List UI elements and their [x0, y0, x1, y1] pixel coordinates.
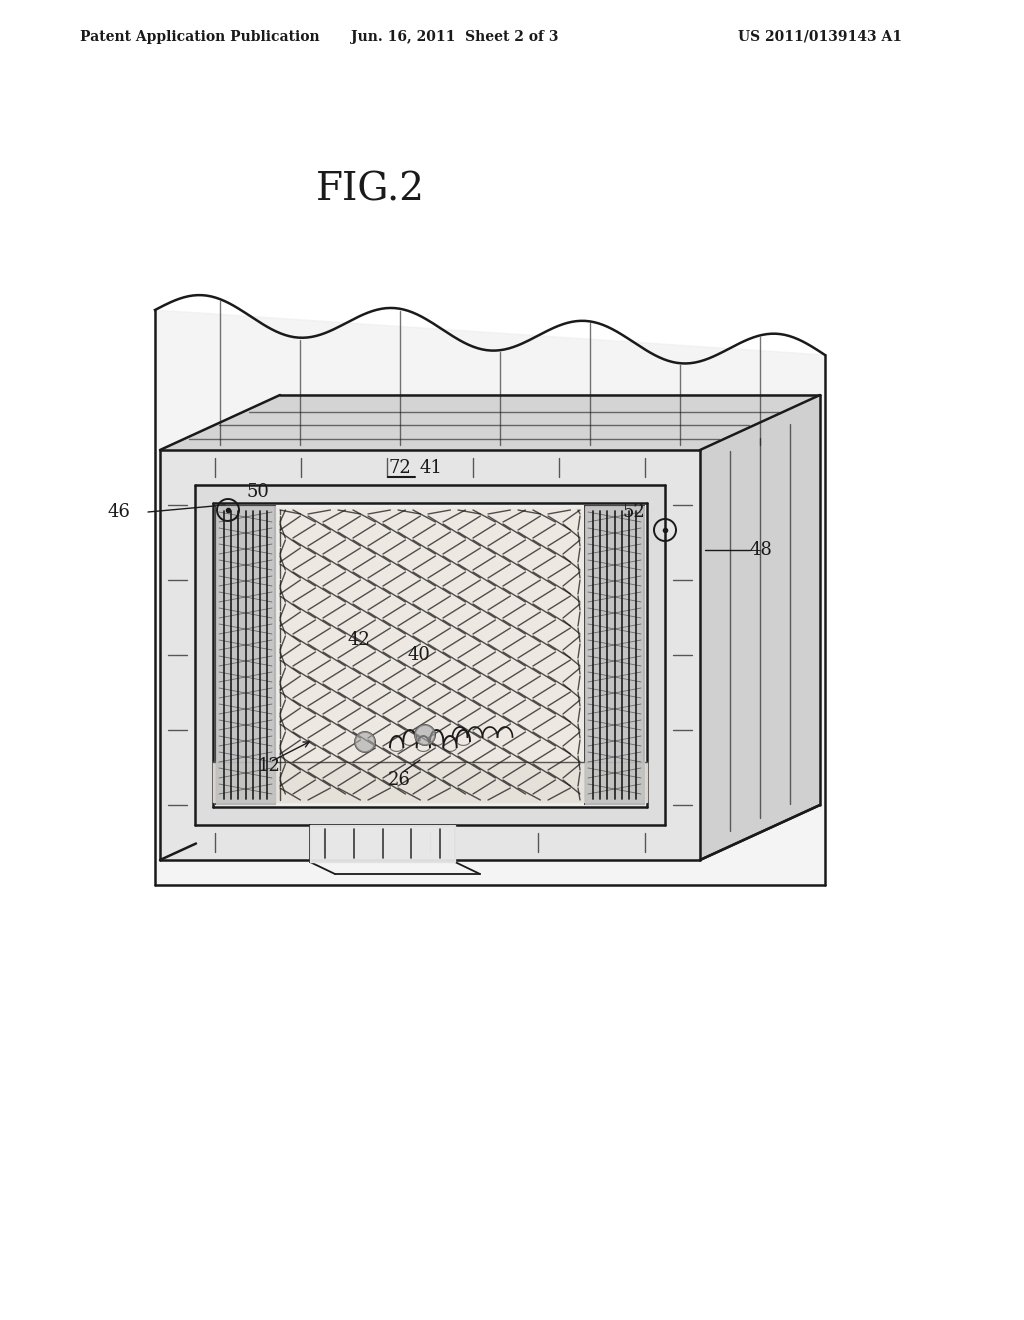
Polygon shape — [310, 825, 455, 862]
Polygon shape — [155, 310, 825, 884]
Text: 72: 72 — [388, 459, 411, 477]
Text: FIG.2: FIG.2 — [315, 172, 425, 209]
Text: 40: 40 — [408, 645, 431, 664]
Polygon shape — [195, 484, 665, 825]
Polygon shape — [585, 506, 644, 804]
Text: 52: 52 — [622, 503, 645, 521]
Text: 46: 46 — [108, 503, 131, 521]
Polygon shape — [216, 506, 275, 804]
Polygon shape — [213, 762, 647, 803]
Text: 42: 42 — [348, 631, 371, 649]
Text: 12: 12 — [258, 756, 281, 775]
Polygon shape — [355, 733, 375, 752]
Polygon shape — [160, 450, 700, 861]
Polygon shape — [160, 395, 820, 450]
Text: 26: 26 — [388, 771, 411, 789]
Text: 48: 48 — [750, 541, 773, 558]
Polygon shape — [700, 395, 820, 861]
Polygon shape — [213, 503, 647, 807]
Text: 41: 41 — [420, 459, 442, 477]
Text: US 2011/0139143 A1: US 2011/0139143 A1 — [738, 30, 902, 44]
Text: Patent Application Publication: Patent Application Publication — [80, 30, 319, 44]
Text: 50: 50 — [246, 483, 269, 502]
Polygon shape — [278, 508, 582, 803]
Polygon shape — [415, 725, 435, 744]
Text: Jun. 16, 2011  Sheet 2 of 3: Jun. 16, 2011 Sheet 2 of 3 — [351, 30, 559, 44]
